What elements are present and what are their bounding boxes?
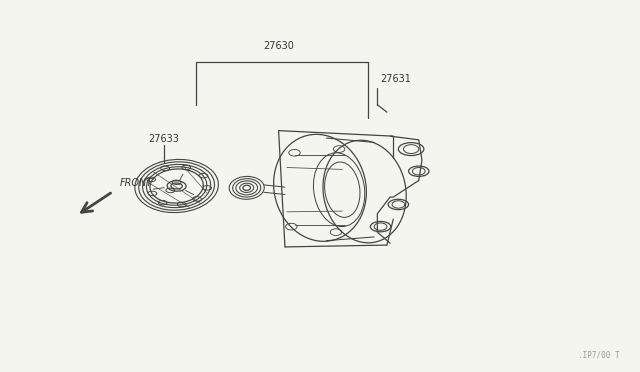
Text: .IP7/00 T: .IP7/00 T: [578, 350, 620, 359]
Text: 27630: 27630: [263, 41, 294, 51]
Text: 27631: 27631: [381, 74, 412, 84]
Text: 27633: 27633: [148, 134, 179, 144]
Text: FRONT: FRONT: [119, 178, 152, 188]
